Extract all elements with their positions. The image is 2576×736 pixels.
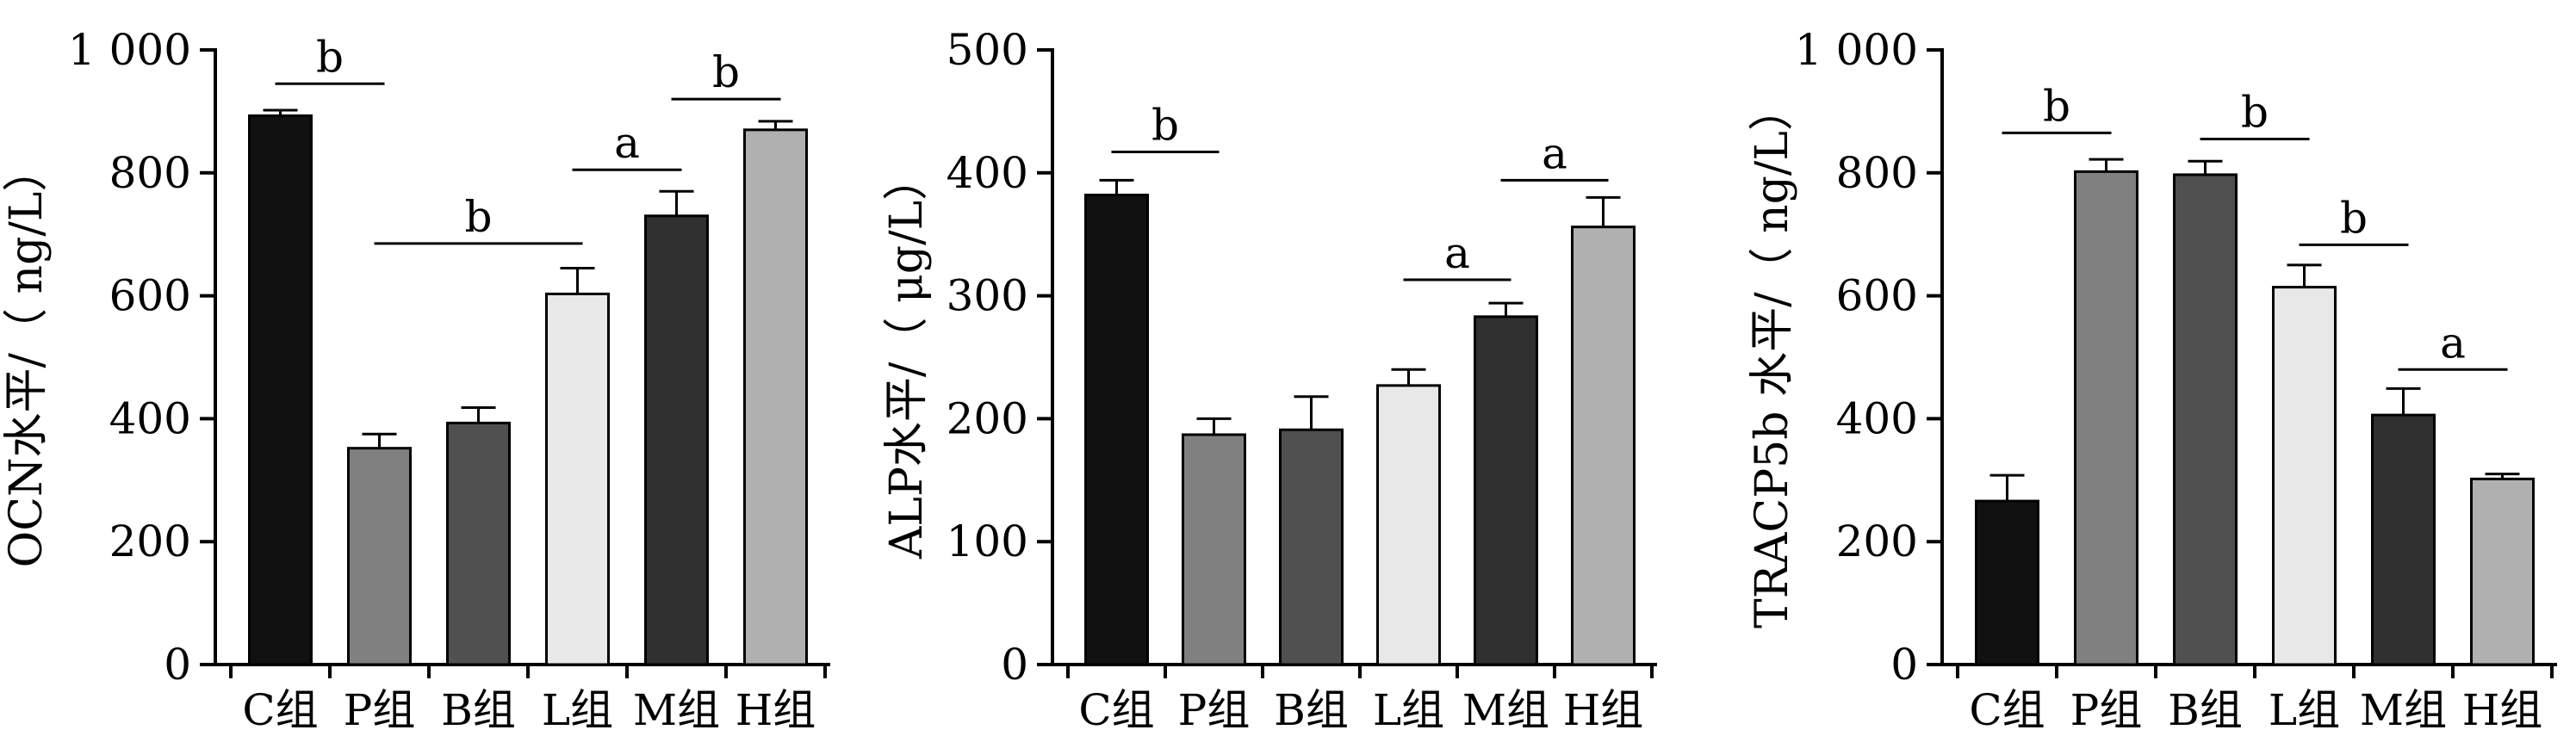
x-tick-label: H组 — [1563, 685, 1644, 735]
y-tick-label: 800 — [109, 148, 191, 198]
bar — [248, 114, 313, 666]
y-tick-label: 600 — [109, 271, 191, 321]
x-tick-label: B组 — [2168, 685, 2243, 735]
y-axis-label: ALP水平/（ μg/L） — [881, 156, 933, 560]
x-tick-label: M组 — [2360, 685, 2447, 735]
significance-label: b — [2043, 81, 2070, 131]
y-tick-label: 600 — [1836, 271, 1918, 321]
bar — [1975, 499, 2039, 666]
x-tick-label: M组 — [1462, 685, 1549, 735]
significance-label: a — [1542, 128, 1567, 178]
x-tick-label: L组 — [2269, 685, 2340, 735]
y-tick-label: 1 000 — [1795, 25, 1918, 75]
y-tick-label: 400 — [109, 393, 191, 443]
x-tick-label: H组 — [736, 685, 816, 735]
y-tick-label: 0 — [164, 640, 191, 690]
y-tick-label: 1 000 — [68, 25, 191, 75]
significance-label: a — [614, 118, 640, 168]
y-tick-label: 0 — [1890, 640, 1918, 690]
x-tick-label: L组 — [542, 685, 613, 735]
bar — [2272, 286, 2337, 666]
x-tick-label: B组 — [441, 685, 516, 735]
bar — [1376, 384, 1441, 666]
x-tick-label: P组 — [2070, 685, 2143, 735]
bar — [1279, 428, 1344, 666]
bar — [545, 292, 610, 666]
x-tick-label: P组 — [1178, 685, 1251, 735]
x-tick-label: C组 — [1078, 685, 1154, 735]
y-tick-label: 500 — [947, 25, 1028, 75]
bar — [1084, 194, 1149, 666]
y-axis-label: OCN水平/（ ng/L） — [1, 147, 53, 568]
significance-label: a — [2440, 318, 2466, 368]
bar — [446, 421, 511, 666]
x-tick-label: C组 — [242, 685, 318, 735]
x-tick-label: P组 — [344, 685, 416, 735]
x-tick-label: B组 — [1274, 685, 1349, 735]
x-tick-label: C组 — [1969, 685, 2045, 735]
significance-label: b — [2241, 88, 2269, 138]
y-tick-label: 0 — [1001, 640, 1028, 690]
bar — [2074, 170, 2138, 666]
bar — [1182, 433, 1246, 666]
y-tick-label: 400 — [947, 148, 1028, 198]
chart-panel-alp: 0 100 200 300 400 500 ALP水平/（ μg/L） C组 P组 B组 L组 M组 H… — [881, 25, 1657, 735]
y-tick-label: 300 — [947, 271, 1028, 321]
significance-label: a — [1444, 228, 1470, 278]
bar — [2173, 173, 2238, 666]
bar — [644, 214, 709, 666]
x-tick-label: H组 — [2462, 685, 2543, 735]
x-tick-label: M组 — [633, 685, 720, 735]
chart-panel-ocn: 0 200 400 600 800 1 000 OCN水平/（ ng/L） C组 P组 B组 L组 M… — [1, 25, 830, 735]
bar — [347, 447, 412, 666]
chart-panel-tracp5b: 0 200 400 600 800 1 000 TRACP5b 水平/（ ng/L） C组 P组… — [1747, 25, 2557, 735]
y-tick-label: 800 — [1836, 148, 1918, 198]
y-tick-label: 200 — [109, 516, 191, 566]
y-tick-label: 200 — [947, 393, 1028, 443]
bar — [2371, 413, 2436, 666]
significance-label: b — [316, 32, 344, 82]
significance-label: b — [2340, 193, 2368, 243]
y-tick-label: 200 — [1836, 516, 1918, 566]
significance-label: b — [712, 47, 740, 97]
bar — [1571, 226, 1636, 666]
x-tick-label: L组 — [1373, 685, 1444, 735]
bar — [743, 128, 808, 666]
significance-label: b — [1151, 101, 1179, 151]
significance-label: b — [464, 192, 492, 242]
y-axis-label: TRACP5b 水平/（ ng/L） — [1747, 86, 1798, 628]
y-tick-label: 400 — [1836, 393, 1918, 443]
bar — [1474, 315, 1538, 666]
y-tick-label: 100 — [947, 516, 1028, 566]
bar — [2470, 477, 2535, 666]
